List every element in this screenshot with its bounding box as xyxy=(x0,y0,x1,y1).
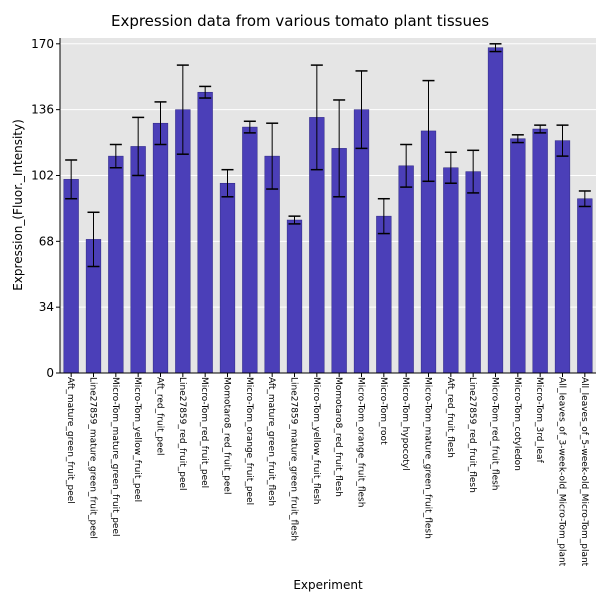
x-tick-label: Micro-Tom_orange_fruit_flesh xyxy=(356,377,366,507)
y-tick-label: 136 xyxy=(31,103,54,117)
x-tick-label: Micro-Tom_red_fruit_peel xyxy=(199,377,209,488)
x-tick-label: Micro-Tom_root xyxy=(378,377,388,445)
x-tick-label: Line27859_mature_green_fruit_flesh xyxy=(289,377,299,541)
y-axis-label: Expression_(Fluor._Intensity) xyxy=(11,119,25,291)
x-tick-label: Micro-Tom_red_fruit_flesh xyxy=(490,377,500,491)
x-tick-label: All_leaves_of_3-week-old_Micro-Tom_plant xyxy=(557,377,567,567)
bar xyxy=(353,109,370,374)
y-tick-label: 34 xyxy=(39,300,54,314)
bar xyxy=(465,171,481,374)
bar xyxy=(286,219,303,374)
bar xyxy=(108,155,124,374)
x-tick-label: Micro-Tom_mature_green_fruit_flesh xyxy=(423,377,433,539)
x-tick-label: Line27859_red_fruit_flesh xyxy=(467,377,477,493)
error-bars xyxy=(65,43,591,268)
x-tick-label: Aft_mature_green_fruit_peel xyxy=(65,377,75,504)
bar xyxy=(152,122,169,374)
x-tick-label: All_leaves_of_5-week-old_Micro-Tom_plant xyxy=(579,377,589,567)
bar xyxy=(577,198,593,374)
bar xyxy=(510,138,526,374)
bar xyxy=(219,182,236,374)
x-tick-label: Momotaro8_red_fruit_peel xyxy=(222,377,232,494)
y-tick-label: 170 xyxy=(31,37,54,51)
x-tick-label: Micro-Tom_yellow_fruit_peel xyxy=(132,377,142,502)
y-tick-label: 68 xyxy=(39,234,54,248)
bar xyxy=(63,179,79,374)
x-tick-label: Micro-Tom_hypocotyl xyxy=(400,377,410,471)
x-tick-label: Micro-Tom_yellow_fruit_flesh xyxy=(311,377,321,505)
x-tick-label: Momotaro8_red_fruit_flesh xyxy=(333,377,343,497)
x-tick-label: Line27859_mature_green_fruit_peel xyxy=(88,377,98,539)
bar xyxy=(130,146,146,374)
bar xyxy=(197,91,213,374)
bar xyxy=(554,140,571,374)
plot-area xyxy=(60,38,596,373)
x-tick-label: Line27859_red_fruit_peel xyxy=(177,377,187,491)
bar xyxy=(242,126,258,374)
bar xyxy=(376,215,392,374)
x-tick-label: Aft_red_fruit_peel xyxy=(155,377,165,456)
x-tick-label: Aft_red_fruit_flesh xyxy=(445,377,455,458)
bar xyxy=(443,167,459,374)
y-tick-label: 102 xyxy=(31,168,54,182)
x-tick-label: Micro-Tom_orange_fruit_peel xyxy=(244,377,254,505)
chart-title: Expression data from various tomato plan… xyxy=(111,12,489,30)
x-axis-label: Experiment xyxy=(293,578,363,592)
x-axis: Aft_mature_green_fruit_peel Line27859_mat… xyxy=(65,373,589,567)
x-tick-label: Micro-Tom_cotyledon xyxy=(512,377,522,471)
bar xyxy=(398,165,414,374)
x-tick-label: Micro-Tom_mature_green_fruit_peel xyxy=(110,377,120,537)
y-tick-label: 0 xyxy=(46,366,54,380)
bars xyxy=(63,47,593,374)
bar xyxy=(532,128,548,374)
y-axis: 0 34 68 102 136 170 xyxy=(31,37,60,380)
x-tick-label: Micro-Tom_3rd_leaf xyxy=(534,377,544,464)
bar xyxy=(487,47,504,374)
x-tick-label: Aft_mature_green_fruit_flesh xyxy=(266,377,276,506)
